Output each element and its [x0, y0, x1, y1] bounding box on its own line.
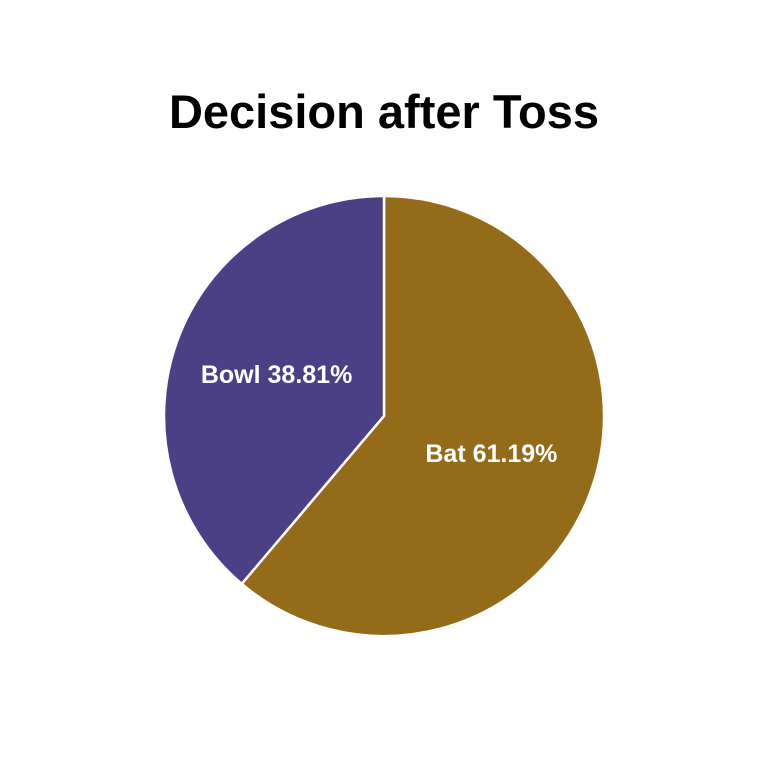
chart-title: Decision after Toss — [168, 85, 600, 138]
pie-slice-bat — [240, 194, 606, 638]
pie-labels: Bat 61.19% Bowl 38.81% — [201, 361, 558, 468]
slice-label-bowl: Bowl 38.81% — [201, 361, 352, 389]
pie-slices — [162, 194, 606, 638]
slice-label-bat: Bat 61.19% — [425, 440, 557, 468]
pie-slice-bowl — [162, 194, 386, 586]
